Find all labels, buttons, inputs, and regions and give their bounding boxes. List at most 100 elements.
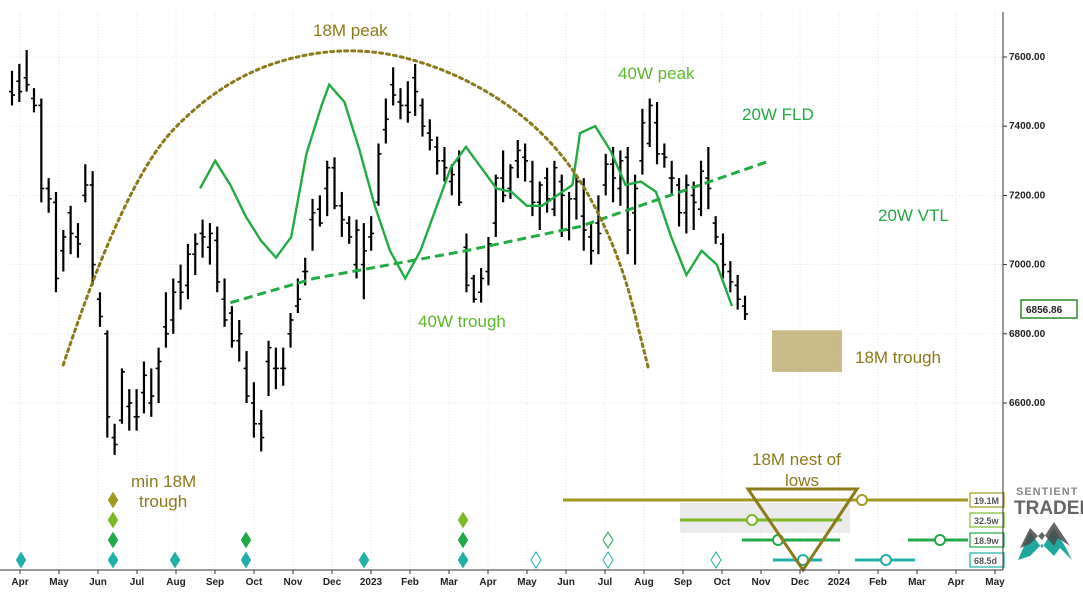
price-bar bbox=[683, 174, 690, 234]
trough-diamond-icon bbox=[240, 531, 252, 549]
cycle-label: 19.1M bbox=[974, 496, 999, 506]
annotation-20w-vtl: 20W VTL bbox=[878, 206, 949, 225]
18m-trough-zone bbox=[772, 330, 842, 372]
y-tick-label: 7400.00 bbox=[1009, 121, 1046, 132]
cycle-label-box bbox=[969, 512, 1005, 528]
trough-diamond-icon bbox=[530, 551, 542, 569]
price-bar bbox=[126, 389, 133, 431]
series-line-18m-peak bbox=[61, 49, 650, 370]
price-bar bbox=[478, 268, 485, 303]
price-bar bbox=[646, 98, 653, 147]
price-bar bbox=[485, 236, 492, 286]
price-bar bbox=[624, 146, 631, 255]
x-tick-label: Sep bbox=[206, 577, 224, 588]
annotation-lows: lows bbox=[785, 471, 819, 490]
series-line-40w-peak bbox=[198, 82, 734, 307]
price-bar bbox=[551, 160, 558, 217]
annotation-18m-peak: 18M peak bbox=[313, 21, 388, 40]
nest-shading bbox=[680, 503, 850, 533]
cycle-lines bbox=[61, 49, 771, 370]
price-bar bbox=[104, 330, 111, 438]
y-tick-label: 7200.00 bbox=[1009, 190, 1046, 201]
price-bar bbox=[397, 88, 404, 120]
price-bar bbox=[463, 233, 470, 293]
trough-zone-rect bbox=[772, 330, 842, 372]
price-bar bbox=[258, 409, 265, 452]
cycle-trough-circle-next bbox=[934, 534, 946, 546]
price-bar bbox=[243, 351, 250, 403]
x-tick-label: Apr bbox=[479, 577, 496, 588]
cycle-trough-circle bbox=[746, 514, 758, 526]
price-bar bbox=[375, 143, 382, 206]
annotation-min-18m: min 18M bbox=[131, 472, 196, 491]
price-bar bbox=[580, 178, 587, 251]
x-tick-label: Aug bbox=[634, 577, 653, 588]
trough-diamond-icon bbox=[602, 531, 614, 549]
price-bar bbox=[192, 233, 199, 275]
last-price-label: 6856.86 bbox=[1026, 305, 1063, 316]
price-bar bbox=[199, 219, 206, 258]
price-bar bbox=[734, 274, 741, 310]
trough-diamond-icon bbox=[710, 551, 722, 569]
sentient-trader-logo: SENTIENT TRADER bbox=[1014, 486, 1083, 560]
price-bar bbox=[492, 174, 499, 237]
trough-diamond-icon bbox=[107, 551, 119, 569]
x-tick-label: Mar bbox=[908, 577, 926, 588]
price-bar bbox=[30, 88, 37, 113]
x-tick-label: May bbox=[985, 577, 1005, 588]
price-bar bbox=[265, 340, 272, 397]
price-bar bbox=[426, 119, 433, 151]
price-bars bbox=[9, 50, 748, 455]
price-bar bbox=[390, 67, 397, 106]
price-bar bbox=[441, 146, 448, 182]
price-bar bbox=[294, 278, 301, 314]
annotation-40w-trough: 40W trough bbox=[418, 312, 506, 331]
cycle-label: 68.5d bbox=[974, 556, 997, 566]
price-bar bbox=[155, 347, 162, 403]
trough-diamond-icon bbox=[457, 551, 469, 569]
series-line-20w-vtl bbox=[229, 159, 771, 305]
price-bar bbox=[250, 382, 257, 438]
trough-diamond-icon bbox=[107, 531, 119, 549]
price-bar bbox=[280, 347, 287, 386]
y-tick-label: 7000.00 bbox=[1009, 260, 1046, 271]
trough-diamond-icon bbox=[15, 551, 27, 569]
trough-diamond-icon bbox=[602, 551, 614, 569]
x-tick-label: Sep bbox=[674, 577, 692, 588]
y-tick-label: 6800.00 bbox=[1009, 329, 1046, 340]
cycle-label-box bbox=[969, 552, 1005, 568]
trough-diamond-icon bbox=[457, 531, 469, 549]
cycle-label: 18.9w bbox=[974, 536, 1000, 546]
trough-diamond-icon bbox=[240, 551, 252, 569]
price-bar bbox=[184, 243, 191, 300]
price-bar bbox=[38, 98, 45, 203]
x-tick-label: Jun bbox=[89, 577, 107, 588]
price-bar bbox=[272, 347, 279, 390]
price-bar bbox=[236, 319, 243, 362]
x-tick-label: Jul bbox=[598, 577, 613, 588]
x-tick-label: Dec bbox=[323, 577, 342, 588]
price-bar bbox=[661, 143, 668, 168]
price-bar bbox=[690, 181, 697, 230]
x-tick-label: Feb bbox=[869, 577, 887, 588]
price-bar bbox=[727, 261, 734, 293]
x-tick-label: Apr bbox=[11, 577, 28, 588]
price-bar bbox=[602, 153, 609, 196]
trough-diamond-icon bbox=[457, 511, 469, 529]
price-bar bbox=[353, 219, 360, 279]
price-bar bbox=[588, 223, 595, 265]
price-bar bbox=[67, 205, 74, 255]
price-bar bbox=[742, 295, 748, 320]
x-tick-label: Nov bbox=[284, 577, 303, 588]
price-bar bbox=[346, 216, 353, 244]
annotation-40w-peak: 40W peak bbox=[618, 64, 695, 83]
price-bar bbox=[82, 164, 89, 203]
x-tick-label: Jul bbox=[130, 577, 145, 588]
price-bar bbox=[9, 70, 15, 106]
price-bar bbox=[170, 278, 177, 334]
x-tick-label: Oct bbox=[714, 577, 731, 588]
price-bar bbox=[133, 389, 140, 431]
price-bar bbox=[558, 174, 565, 237]
price-bar bbox=[412, 63, 419, 116]
price-bar bbox=[221, 278, 228, 327]
